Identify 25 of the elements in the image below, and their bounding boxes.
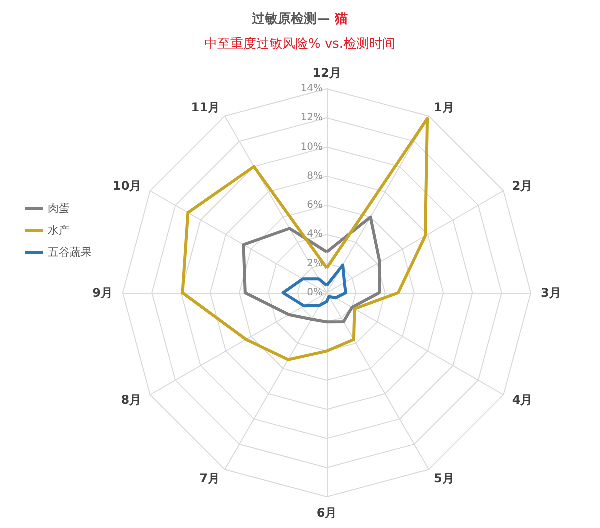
spoke-label: 10月 [112,179,142,193]
y-tick-label: 10% [300,142,323,153]
legend-label: 水产 [48,224,70,237]
spoke-label: 1月 [434,100,454,115]
y-tick-label: 0% [307,288,323,298]
y-tick-label: 8% [307,170,323,182]
y-tick-label: 2% [307,258,323,270]
y-tick-label: 4% [307,229,323,240]
spoke-label: 9月 [92,286,113,300]
spoke-label: 3月 [541,286,562,300]
y-tick-label: 12% [300,112,323,124]
spoke-label: 5月 [434,471,454,486]
spoke-label: 7月 [200,471,220,486]
spoke-label: 8月 [121,393,142,407]
legend-label: 肉蛋 [48,202,70,215]
spoke-label: 2月 [512,179,533,193]
spoke-label: 6月 [316,506,338,520]
spoke-label: 12月 [312,66,342,80]
y-tick-label: 14% [300,84,323,94]
spoke-label: 4月 [512,393,533,407]
spoke-label: 11月 [191,100,220,115]
legend-label: 五谷蔬果 [48,246,92,259]
y-tick-label: 6% [307,200,323,212]
chart-title: 过敏原检测— 猫 [251,12,348,27]
chart-subtitle: 中至重度过敏风险% vs.检测时间 [204,36,396,52]
